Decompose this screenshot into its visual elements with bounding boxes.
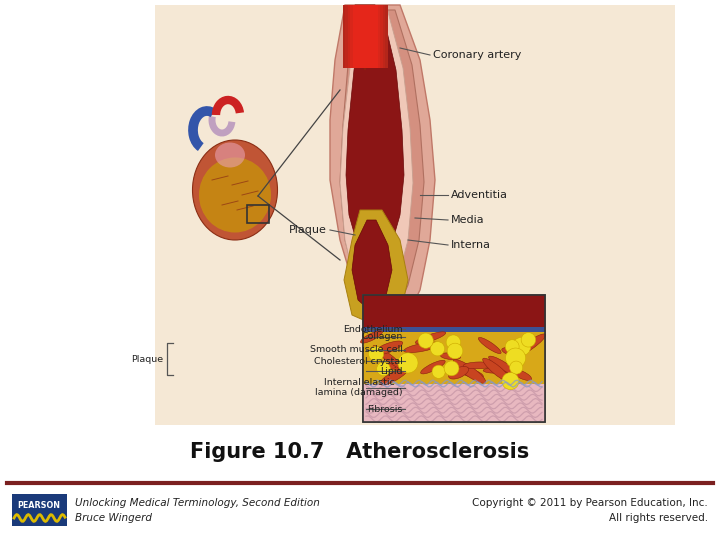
Text: All rights reserved.: All rights reserved. [609, 513, 708, 523]
Text: Collagen: Collagen [361, 333, 403, 341]
Ellipse shape [502, 348, 523, 356]
Ellipse shape [483, 367, 515, 373]
Bar [363, 332, 545, 384]
Text: Unlocking Medical Terminology, Second Edition: Unlocking Medical Terminology, Second Ed… [75, 498, 320, 508]
Ellipse shape [361, 330, 382, 343]
Ellipse shape [373, 346, 404, 369]
Bar [343, 5, 387, 68]
Polygon shape [344, 210, 408, 322]
Text: Interna: Interna [451, 240, 491, 250]
Ellipse shape [415, 332, 446, 344]
Text: Cholesterol crystal: Cholesterol crystal [314, 356, 403, 366]
Bar [348, 5, 382, 68]
Polygon shape [340, 12, 413, 318]
Text: Lipid: Lipid [380, 367, 403, 376]
Bar [155, 5, 675, 425]
Circle shape [502, 373, 519, 390]
Circle shape [505, 348, 526, 368]
FancyBboxPatch shape [12, 494, 67, 526]
Text: Media: Media [451, 215, 485, 225]
Ellipse shape [440, 353, 461, 360]
Circle shape [431, 342, 445, 356]
Circle shape [398, 353, 418, 373]
Ellipse shape [380, 368, 408, 385]
Circle shape [377, 362, 390, 376]
Polygon shape [355, 5, 375, 70]
Circle shape [510, 361, 523, 374]
Text: Figure 10.7   Atherosclerosis: Figure 10.7 Atherosclerosis [190, 442, 530, 462]
Text: Internal elastic
lamina (damaged): Internal elastic lamina (damaged) [315, 378, 403, 397]
Bar [363, 295, 545, 422]
Ellipse shape [420, 360, 445, 374]
Ellipse shape [514, 334, 546, 357]
Text: Plaque: Plaque [289, 225, 327, 235]
Polygon shape [340, 10, 424, 325]
Ellipse shape [215, 143, 245, 167]
Text: PEARSON: PEARSON [17, 501, 60, 510]
Circle shape [432, 365, 445, 379]
Bar [350, 5, 380, 68]
Ellipse shape [478, 338, 501, 354]
Bar [345, 5, 385, 68]
Circle shape [418, 333, 433, 348]
Circle shape [521, 333, 536, 347]
Polygon shape [346, 15, 404, 270]
Bar [363, 384, 545, 422]
Bar [247, 205, 269, 223]
Ellipse shape [513, 369, 531, 381]
Text: Bruce Wingerd: Bruce Wingerd [75, 513, 152, 523]
Circle shape [369, 346, 384, 361]
Ellipse shape [373, 341, 402, 355]
Bar [363, 327, 545, 332]
Text: Endothelium: Endothelium [343, 325, 403, 334]
Text: Adventitia: Adventitia [451, 190, 508, 200]
Circle shape [444, 361, 459, 376]
Ellipse shape [453, 360, 486, 383]
Ellipse shape [457, 367, 483, 378]
Text: Coronary artery: Coronary artery [433, 50, 521, 60]
Bar [363, 295, 545, 327]
Circle shape [446, 335, 461, 349]
Ellipse shape [489, 356, 518, 375]
Circle shape [505, 340, 519, 354]
Text: Copyright © 2011 by Pearson Education, Inc.: Copyright © 2011 by Pearson Education, I… [472, 498, 708, 508]
Ellipse shape [482, 358, 511, 382]
Bar [363, 295, 545, 422]
Polygon shape [352, 220, 392, 308]
Circle shape [447, 343, 463, 359]
Text: Smooth muscle cell: Smooth muscle cell [310, 345, 403, 354]
Ellipse shape [199, 158, 271, 233]
Ellipse shape [449, 367, 469, 379]
Ellipse shape [463, 362, 494, 369]
Circle shape [513, 338, 531, 356]
Ellipse shape [192, 140, 277, 240]
Text: Fibrosis: Fibrosis [368, 405, 403, 414]
Text: Plaque: Plaque [131, 355, 163, 363]
Ellipse shape [404, 342, 441, 353]
Ellipse shape [384, 362, 413, 369]
Bar [353, 5, 377, 68]
Polygon shape [330, 5, 435, 330]
